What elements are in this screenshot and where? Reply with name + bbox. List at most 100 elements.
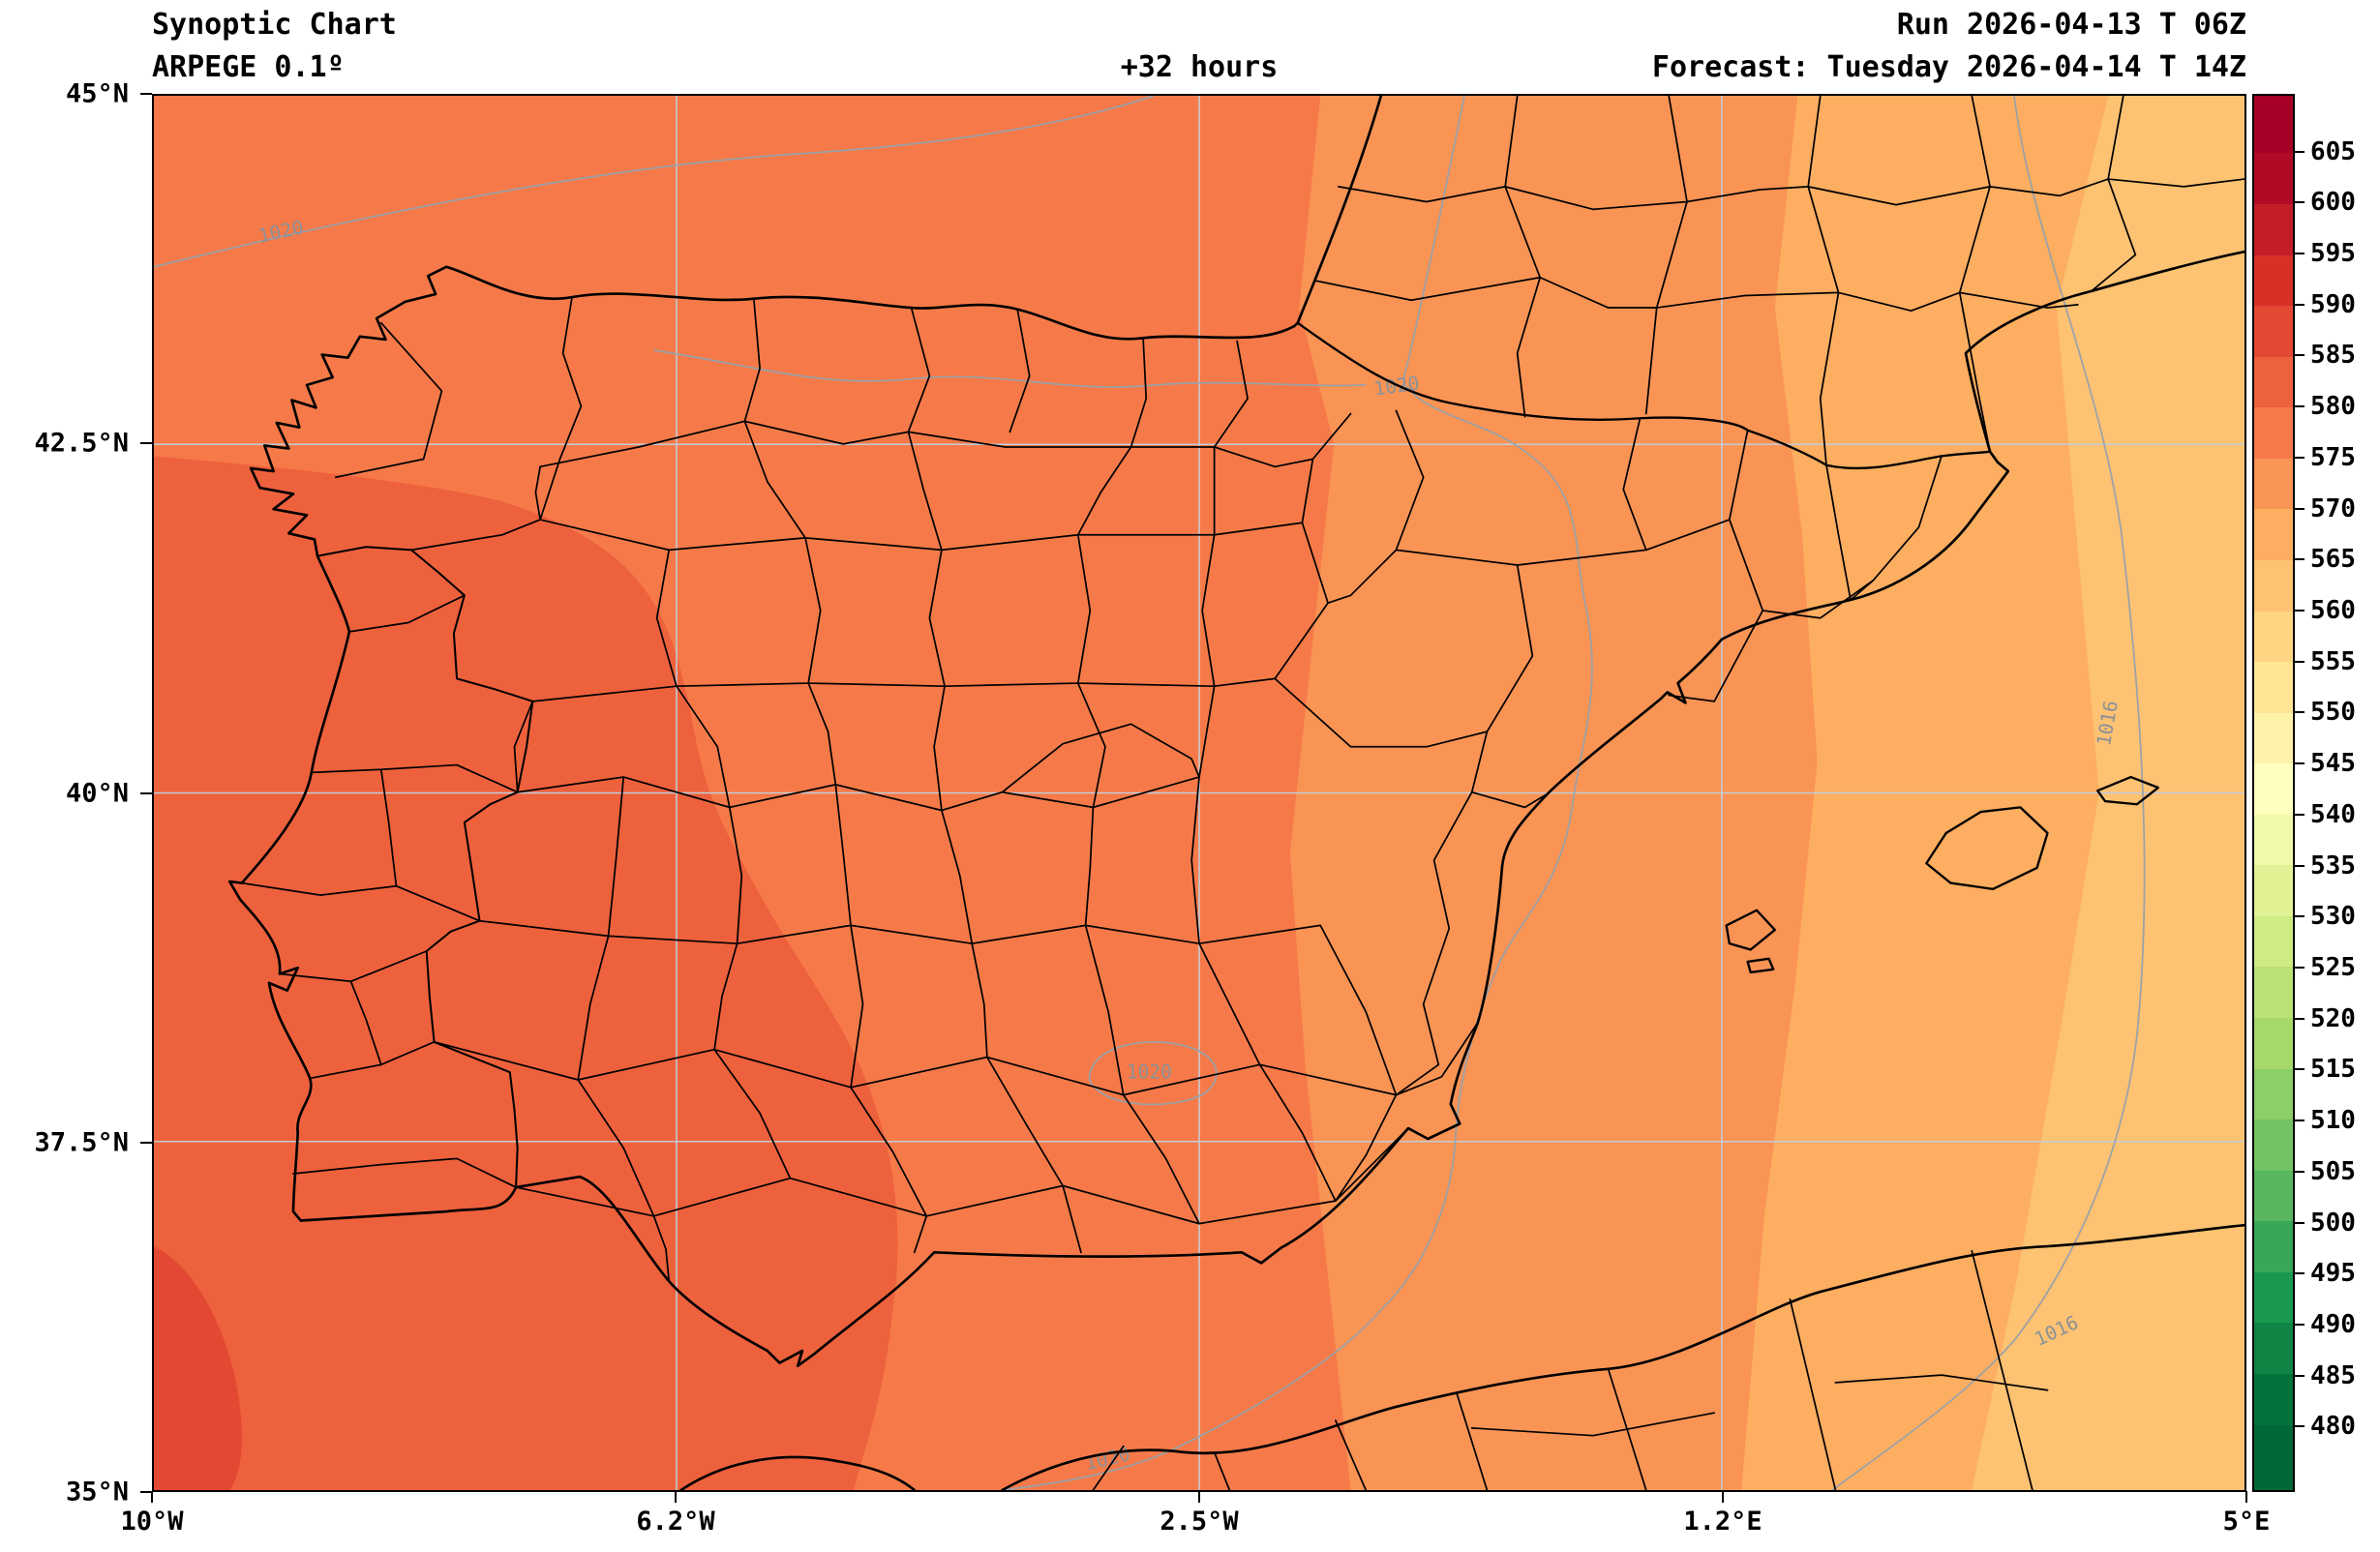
- colorbar-tick-label: 555: [2310, 646, 2356, 676]
- y-axis-tick-mark: [140, 93, 152, 95]
- colorbar-tick-mark: [2295, 864, 2305, 867]
- colorbar-tick-label: 545: [2310, 749, 2356, 779]
- colorbar-segment: [2254, 509, 2293, 560]
- colorbar-segment: [2254, 559, 2293, 612]
- colorbar-tick-label: 590: [2310, 289, 2356, 319]
- colorbar-tick-label: 560: [2310, 596, 2356, 626]
- colorbar-tick-label: 485: [2310, 1360, 2356, 1390]
- x-axis-tick-mark: [1722, 1491, 1724, 1503]
- isobar-label: 1020: [1127, 1060, 1172, 1083]
- y-axis-tick-mark: [140, 1491, 152, 1493]
- colorbar-segment: [2254, 865, 2293, 916]
- colorbar-segment: [2254, 356, 2293, 408]
- colorbar-tick-mark: [2295, 558, 2305, 561]
- colorbar-segment: [2254, 814, 2293, 866]
- x-axis-tick-label: 10°W: [120, 1507, 184, 1537]
- y-axis-tick-mark: [140, 1141, 152, 1144]
- colorbar-tick-label: 510: [2310, 1106, 2356, 1136]
- colorbar-tick-label: 515: [2310, 1055, 2356, 1085]
- colorbar-segment: [2254, 306, 2293, 357]
- map-svg: 1020 1020 1020 1016 1016 1020: [154, 96, 2244, 1490]
- colorbar-tick-mark: [2295, 1119, 2305, 1122]
- colorbar-tick-label: 605: [2310, 136, 2356, 166]
- x-axis-tick-label: 6.2°W: [636, 1507, 715, 1537]
- isobar-1020-main: [1002, 96, 1593, 1490]
- colorbar-tick-label: 520: [2310, 1003, 2356, 1033]
- colorbar-segment: [2254, 1323, 2293, 1374]
- band-585-590: [154, 1246, 242, 1490]
- portugal-spain-border: [316, 546, 534, 1189]
- colorbar-tick-mark: [2295, 405, 2305, 408]
- colorbar-segment: [2254, 915, 2293, 968]
- colorbar-tick-mark: [2295, 1374, 2305, 1377]
- french-mediterranean-coast: [1964, 250, 2244, 454]
- colorbar-segment: [2254, 763, 2293, 815]
- colorbar-tick-labels: 605 600 595 590 585 580 575 570 565 560 555 550 545 5…: [2295, 94, 2378, 1492]
- colorbar-segment: [2254, 458, 2293, 510]
- x-axis-tick-label: 5°E: [2222, 1507, 2271, 1537]
- colorbar-tick-label: 595: [2310, 239, 2356, 269]
- colorbar-segment: [2254, 1068, 2293, 1120]
- colorbar-tick-mark: [2295, 1221, 2305, 1224]
- colorbar-tick-label: 525: [2310, 953, 2356, 983]
- x-axis-tick-mark: [1198, 1491, 1200, 1503]
- colorbar-segment: [2254, 1271, 2293, 1324]
- y-axis-tick-label: 45°N: [65, 78, 129, 109]
- colorbar-tick-label: 540: [2310, 799, 2356, 829]
- x-axis-tick-label: 1.2°E: [1683, 1507, 1762, 1537]
- colorbar-tick-mark: [2295, 762, 2305, 765]
- x-axis-tick-label: 2.5°W: [1160, 1507, 1239, 1537]
- colorbar-tick-mark: [2295, 660, 2305, 663]
- isobar-1020-loop: [1088, 1041, 1218, 1106]
- andalucia-province-borders: [515, 1048, 1409, 1282]
- colorbar-tick-mark: [2295, 507, 2305, 510]
- east-spain-province-borders: [1274, 417, 1943, 1096]
- colorbar-tick-mark: [2295, 1272, 2305, 1275]
- iberia-coastline: [227, 96, 2010, 1368]
- colorbar-tick-label: 490: [2310, 1310, 2356, 1340]
- run-label: Run 2026-04-13 T 06Z: [1896, 8, 2246, 42]
- colorbar-tick-mark: [2295, 915, 2305, 918]
- colorbar-tick-label: 565: [2310, 545, 2356, 575]
- colorbar-tick-label: 570: [2310, 493, 2356, 523]
- colorbar: [2252, 94, 2295, 1492]
- colorbar-tick-mark: [2295, 711, 2305, 714]
- colorbar-tick-label: 500: [2310, 1208, 2356, 1238]
- y-axis-tick-mark: [140, 791, 152, 794]
- pyrenees-border: [1296, 321, 1992, 470]
- south-central-province-borders: [433, 776, 1398, 1096]
- colorbar-tick-mark: [2295, 1017, 2305, 1020]
- colorbar-segment: [2254, 204, 2293, 255]
- colorbar-tick-mark: [2295, 456, 2305, 459]
- colorbar-tick-label: 585: [2310, 341, 2356, 371]
- colorbar-segment: [2254, 1119, 2293, 1171]
- band-580-585: [154, 456, 898, 1490]
- x-axis-tick-mark: [2245, 1491, 2247, 1503]
- colorbar-segment: [2254, 967, 2293, 1019]
- colorbar-segment: [2254, 153, 2293, 205]
- isobar-1020-northwest: [154, 96, 1155, 268]
- chart-title: Synoptic Chart: [152, 8, 397, 42]
- colorbar-tick-label: 575: [2310, 442, 2356, 472]
- colorbar-segment: [2254, 254, 2293, 307]
- colorbar-tick-label: 580: [2310, 392, 2356, 422]
- isobar-1016: [1831, 96, 2146, 1490]
- x-axis: 10°W 6.2°W 2.5°W 1.2°E 5°E: [120, 1491, 2270, 1549]
- model-label: ARPEGE 0.1º: [152, 50, 345, 84]
- colorbar-cap-top: [2254, 96, 2293, 154]
- colorbar-tick-label: 495: [2310, 1259, 2356, 1289]
- colorbar-tick-mark: [2295, 253, 2305, 255]
- colorbar-tick-mark: [2295, 1324, 2305, 1327]
- colorbar-segment: [2254, 407, 2293, 459]
- isobars: [154, 96, 2146, 1490]
- colorbar-cap-bottom: [2254, 1424, 2293, 1490]
- colorbar-segment: [2254, 1170, 2293, 1222]
- colorbar-tick-mark: [2295, 1068, 2305, 1071]
- colorbar-tick-label: 505: [2310, 1156, 2356, 1186]
- y-axis-tick-label: 42.5°N: [34, 428, 129, 459]
- colorbar-tick-mark: [2295, 813, 2305, 816]
- colorbar-segment: [2254, 1221, 2293, 1272]
- colorbar-tick-label: 600: [2310, 188, 2356, 218]
- colorbar-tick-mark: [2295, 610, 2305, 612]
- colorbar-tick-mark: [2295, 201, 2305, 204]
